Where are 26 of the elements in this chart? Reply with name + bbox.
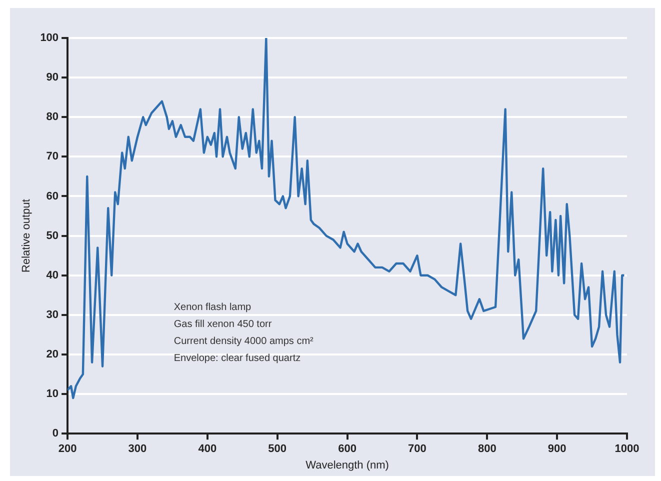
y-tick-label: 40 [46,269,59,282]
x-tick-label: 500 [268,443,287,456]
x-tick-label: 600 [338,443,356,456]
x-tick-label: 1000 [614,443,640,456]
annotation: Current density 4000 amps cm² [174,336,314,348]
y-tick-label: 0 [52,428,59,440]
x-tick-label: 200 [58,443,77,456]
annotation: Envelope: clear fused quartz [174,353,301,364]
y-tick-label: 90 [46,72,59,84]
y-tick-label: 50 [46,230,59,242]
x-tick-label: 900 [548,443,566,456]
y-tick-label: 60 [46,190,59,202]
x-tick-label: 300 [128,443,147,456]
x-tick-label: 700 [408,443,426,456]
annotation: Gas fill xenon 450 torr [174,319,272,330]
y-axis-title: Relative output [20,199,33,272]
y-tick-label: 100 [40,32,59,44]
x-tick-label: 800 [478,443,496,456]
y-tick-label: 30 [46,308,59,321]
y-tick-label: 80 [46,111,59,124]
y-tick-label: 10 [46,388,59,400]
y-tick-label: 20 [46,348,59,361]
annotation: Xenon flash lamp [174,302,252,314]
y-tick-label: 70 [46,150,59,163]
x-tick-label: 400 [198,443,217,456]
x-axis-title: Wavelength (nm) [306,459,389,472]
